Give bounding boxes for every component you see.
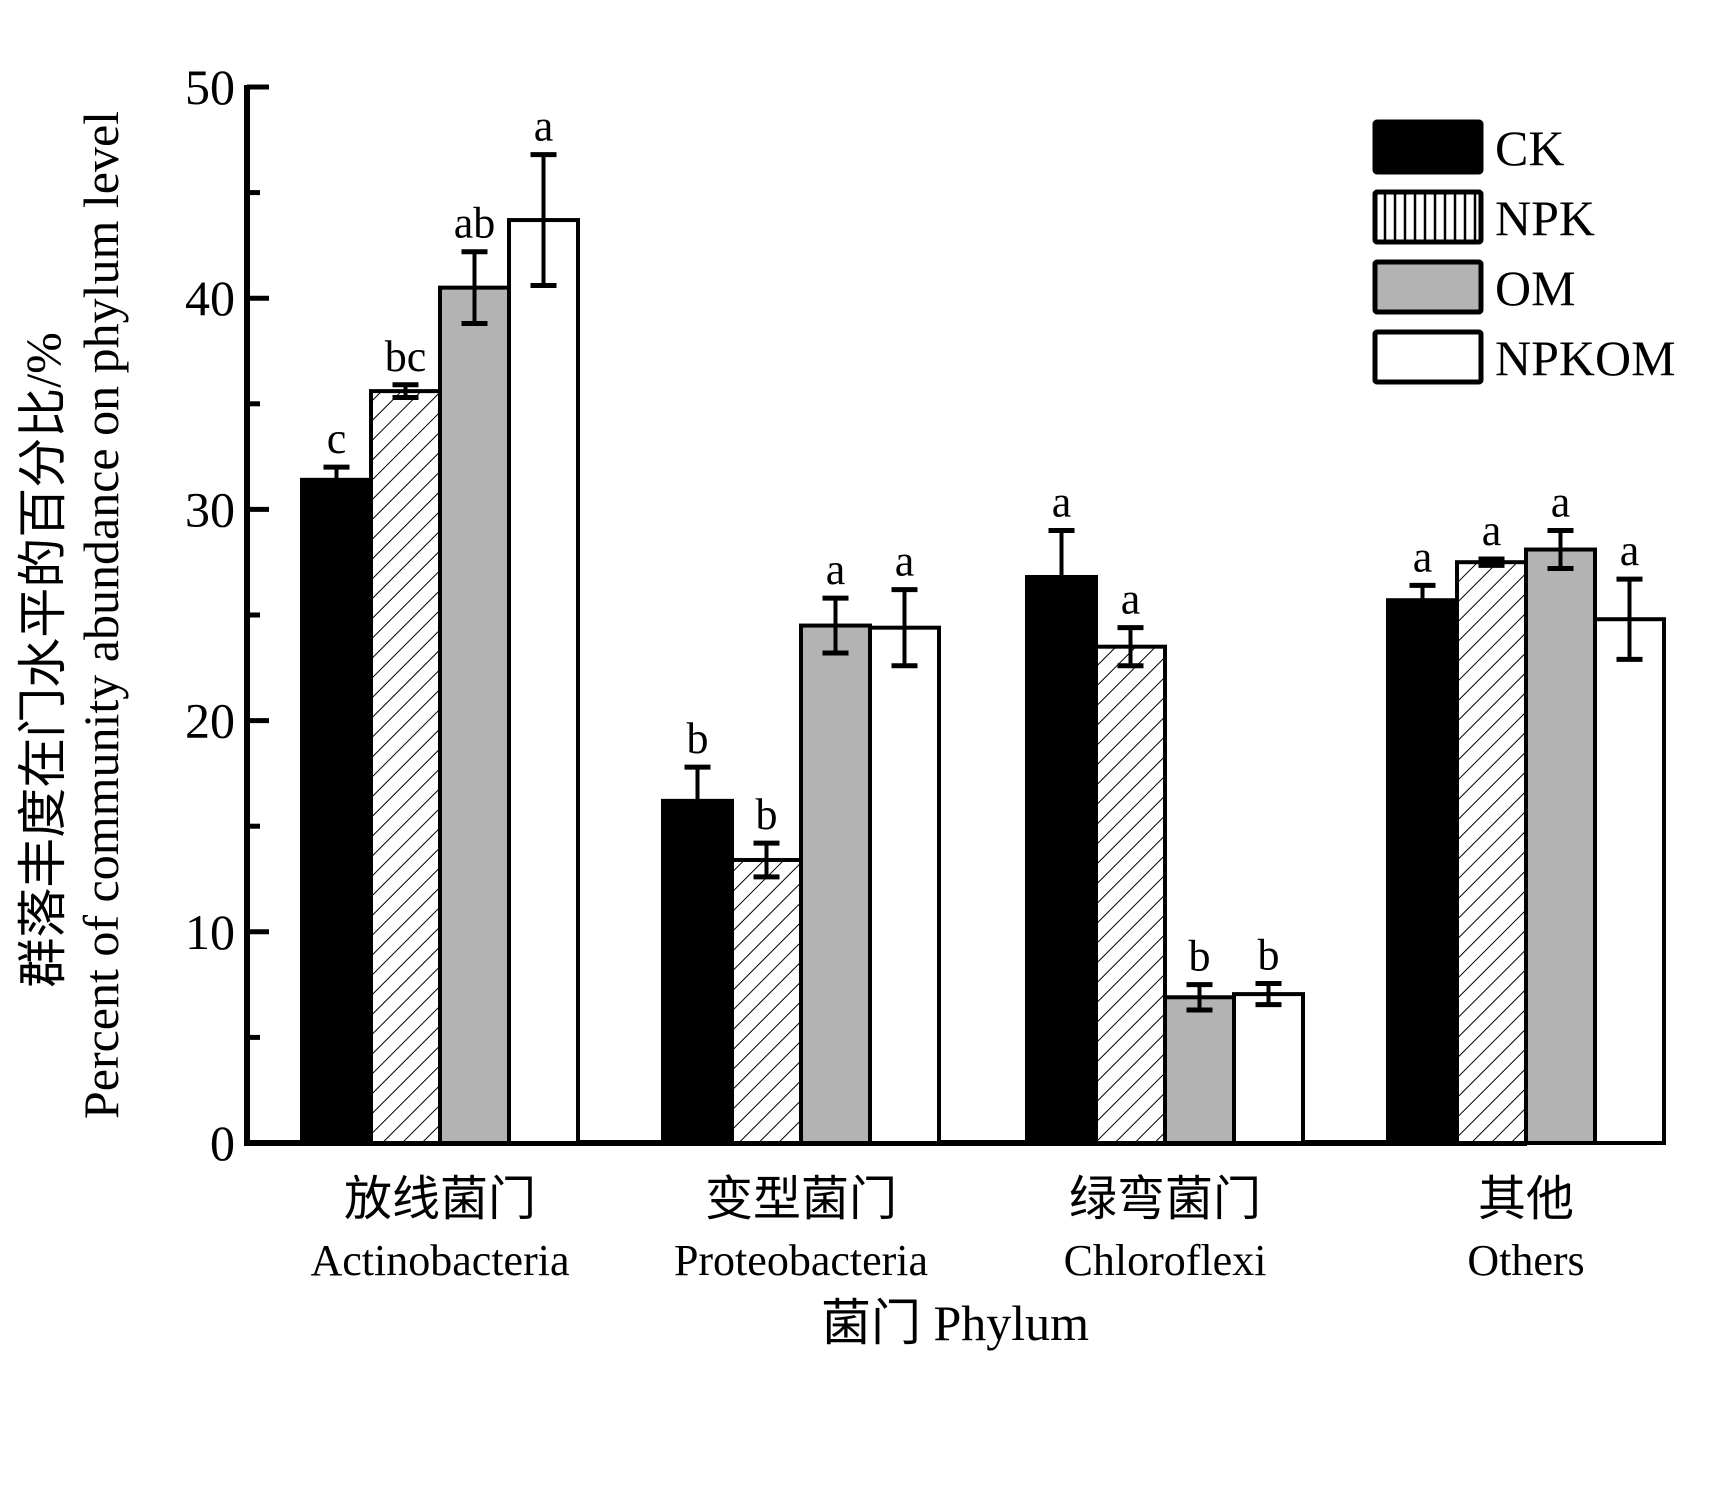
x-tick-label-en: Proteobacteria	[674, 1236, 928, 1285]
significance-letter: b	[1189, 932, 1211, 981]
x-tick-labels: 放线菌门 Actinobacteria 变型菌门 Proteobacteria 绿弯菌门…	[311, 1173, 1585, 1285]
x-axis-title: 菌门 Phylum	[821, 1295, 1089, 1351]
significance-letter: b	[687, 714, 709, 763]
legend-swatch-om	[1372, 259, 1484, 315]
bar-npk-chloroflexi	[1094, 644, 1167, 1145]
significance-letter: a	[1413, 532, 1433, 581]
bar-om-others	[1524, 547, 1597, 1145]
bar-om-chloroflexi	[1163, 995, 1236, 1145]
bar-npk-proteobacteria	[730, 857, 803, 1145]
bar-npkom-chloroflexi	[1232, 992, 1305, 1145]
bar-om-proteobacteria	[799, 623, 872, 1145]
y-axis-title-en: Percent of community abundance on phylum…	[73, 111, 129, 1119]
significance-letter: a	[1052, 478, 1072, 527]
legend-label-npk: NPK	[1495, 190, 1595, 246]
y-tick-label: 40	[185, 270, 235, 326]
y-tick-label: 20	[185, 693, 235, 749]
bar-npkom-others	[1593, 617, 1666, 1145]
significance-letter: a	[1551, 478, 1571, 527]
bar-npk-others	[1455, 560, 1528, 1145]
x-tick-label-en: Chloroflexi	[1064, 1236, 1267, 1285]
legend-label-ck: CK	[1495, 120, 1564, 176]
legend-swatch-npk	[1372, 189, 1484, 245]
legend-swatch-ck	[1372, 119, 1484, 175]
x-tick-label-en: Others	[1467, 1236, 1584, 1285]
y-tick-label: 50	[185, 59, 235, 115]
bar-npk-actinobacteria	[369, 389, 442, 1145]
significance-letter: b	[1258, 931, 1280, 980]
significance-letter: a	[1482, 506, 1502, 555]
significance-letter: a	[826, 545, 846, 594]
x-tick-label-cn: 绿弯菌门	[1069, 1173, 1261, 1226]
x-tick-label-cn: 变型菌门	[705, 1173, 897, 1226]
bar-npkom-actinobacteria	[507, 218, 580, 1145]
y-tick-label: 0	[210, 1115, 235, 1171]
bar-ck-chloroflexi	[1025, 574, 1098, 1145]
x-tick-label-cn: 放线菌门	[344, 1173, 536, 1226]
error-bars	[323, 152, 1643, 1013]
significance-letter: a	[1620, 526, 1640, 575]
bar-om-actinobacteria	[438, 285, 511, 1145]
y-tick-label: 10	[185, 904, 235, 960]
bar-ck-others	[1386, 598, 1459, 1145]
bar-ck-actinobacteria	[300, 477, 373, 1146]
x-tick-label-cn: 其他	[1478, 1173, 1574, 1226]
y-tick-label: 30	[185, 481, 235, 537]
bars	[300, 218, 1666, 1146]
significance-letter: a	[895, 537, 915, 586]
significance-letter: c	[327, 414, 347, 463]
legend-label-npkom: NPKOM	[1495, 330, 1676, 386]
legend-label-om: OM	[1495, 260, 1576, 316]
y-axis-title-cn: 群落丰度在门水平的百分比/%	[15, 332, 71, 988]
significance-letter: ab	[454, 199, 496, 248]
significance-letter: a	[1121, 575, 1141, 624]
bar-ck-proteobacteria	[661, 798, 734, 1146]
bar-npkom-proteobacteria	[868, 625, 941, 1145]
significance-letter: a	[534, 102, 554, 151]
x-tick-label-en: Actinobacteria	[311, 1236, 570, 1285]
y-axis-title: 群落丰度在门水平的百分比/% Percent of community abun…	[15, 111, 129, 1119]
significance-letter: b	[756, 790, 778, 839]
significance-letter: bc	[385, 332, 427, 381]
legend-swatch-npkom	[1372, 329, 1484, 385]
